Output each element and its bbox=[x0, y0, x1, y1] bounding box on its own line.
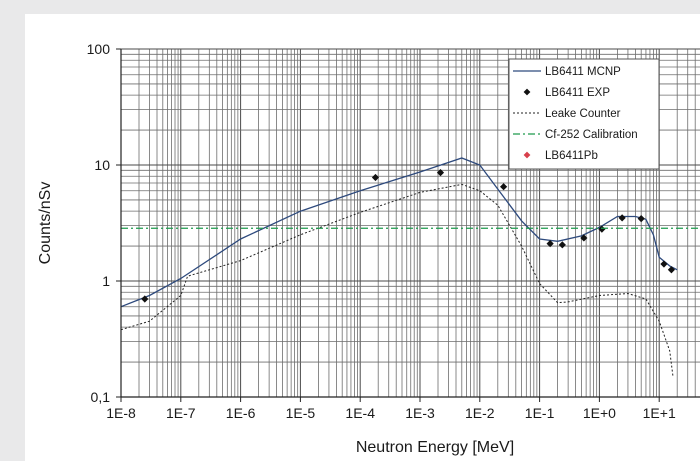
series-lb6411-exp-point bbox=[660, 260, 668, 268]
series-leake-counter-line bbox=[120, 183, 674, 377]
y-tick-label: 0,1 bbox=[91, 389, 111, 405]
series-lb6411-exp-point bbox=[436, 168, 445, 177]
axes: 1E-8 1E-7 1E-6 1E-5 1E-4 1E-3 1E-2 1E-1 1E+0 1E+1… bbox=[37, 41, 700, 456]
series-lb6411-exp-point bbox=[558, 241, 566, 249]
series-lb6411-exp-point bbox=[371, 173, 380, 182]
legend-label: LB6411 MCNP bbox=[545, 66, 621, 78]
x-tick-label: 1E-3 bbox=[405, 405, 435, 421]
y-tick-label: 100 bbox=[87, 41, 111, 57]
y-tick-label: 1 bbox=[102, 273, 110, 289]
legend-label: Leake Counter bbox=[545, 108, 621, 120]
legend-box bbox=[508, 58, 660, 170]
x-tick-label: 1E+1 bbox=[643, 405, 676, 421]
series-lb6411-exp-point bbox=[499, 183, 508, 191]
series-lb6411-exp-point bbox=[580, 234, 588, 242]
x-tick-label: 1E-6 bbox=[226, 405, 256, 421]
legend-label: LB6411Pb bbox=[545, 150, 598, 162]
x-tick-label: 1E-7 bbox=[166, 405, 196, 421]
y-axis-label: Counts/nSv bbox=[37, 182, 54, 265]
x-axis-label: Neutron Energy [MeV] bbox=[356, 439, 514, 456]
series-lb6411-exp-point bbox=[598, 225, 606, 233]
series-lb6411-exp-point bbox=[637, 215, 645, 223]
x-tick-label: 1E+0 bbox=[583, 405, 616, 421]
series-lb6411-exp-point bbox=[546, 240, 554, 248]
x-tick-label: 1E-4 bbox=[345, 405, 375, 421]
y-tick-label: 10 bbox=[94, 157, 110, 173]
x-tick-label: 1E-1 bbox=[525, 405, 555, 421]
legend-swatch bbox=[523, 88, 531, 96]
series-lb6411-exp-point bbox=[618, 214, 626, 222]
series-layer bbox=[120, 157, 700, 377]
chart: 1E-8 1E-7 1E-6 1E-5 1E-4 1E-3 1E-2 1E-1 1E+0 1E+1… bbox=[37, 41, 700, 456]
series-lb6411-exp-point bbox=[667, 266, 676, 274]
legend-label: Cf-252 Calibration bbox=[545, 129, 638, 141]
x-tick-label: 1E-2 bbox=[465, 405, 495, 421]
chart-panel: 1E-8 1E-7 1E-6 1E-5 1E-4 1E-3 1E-2 1E-1 1E+0 1E+1… bbox=[25, 14, 700, 461]
x-tick-label: 1E-5 bbox=[286, 405, 316, 421]
x-tick-label: 1E-8 bbox=[106, 405, 136, 421]
legend-swatch bbox=[523, 151, 531, 159]
legend: LB6411 MCNP LB6411 EXP Leake Counter Cf-252… bbox=[508, 58, 660, 170]
series-lb6411-exp-point bbox=[141, 295, 149, 303]
series-lb6411-mcnp-line bbox=[120, 157, 678, 308]
legend-label: LB6411 EXP bbox=[545, 87, 610, 99]
